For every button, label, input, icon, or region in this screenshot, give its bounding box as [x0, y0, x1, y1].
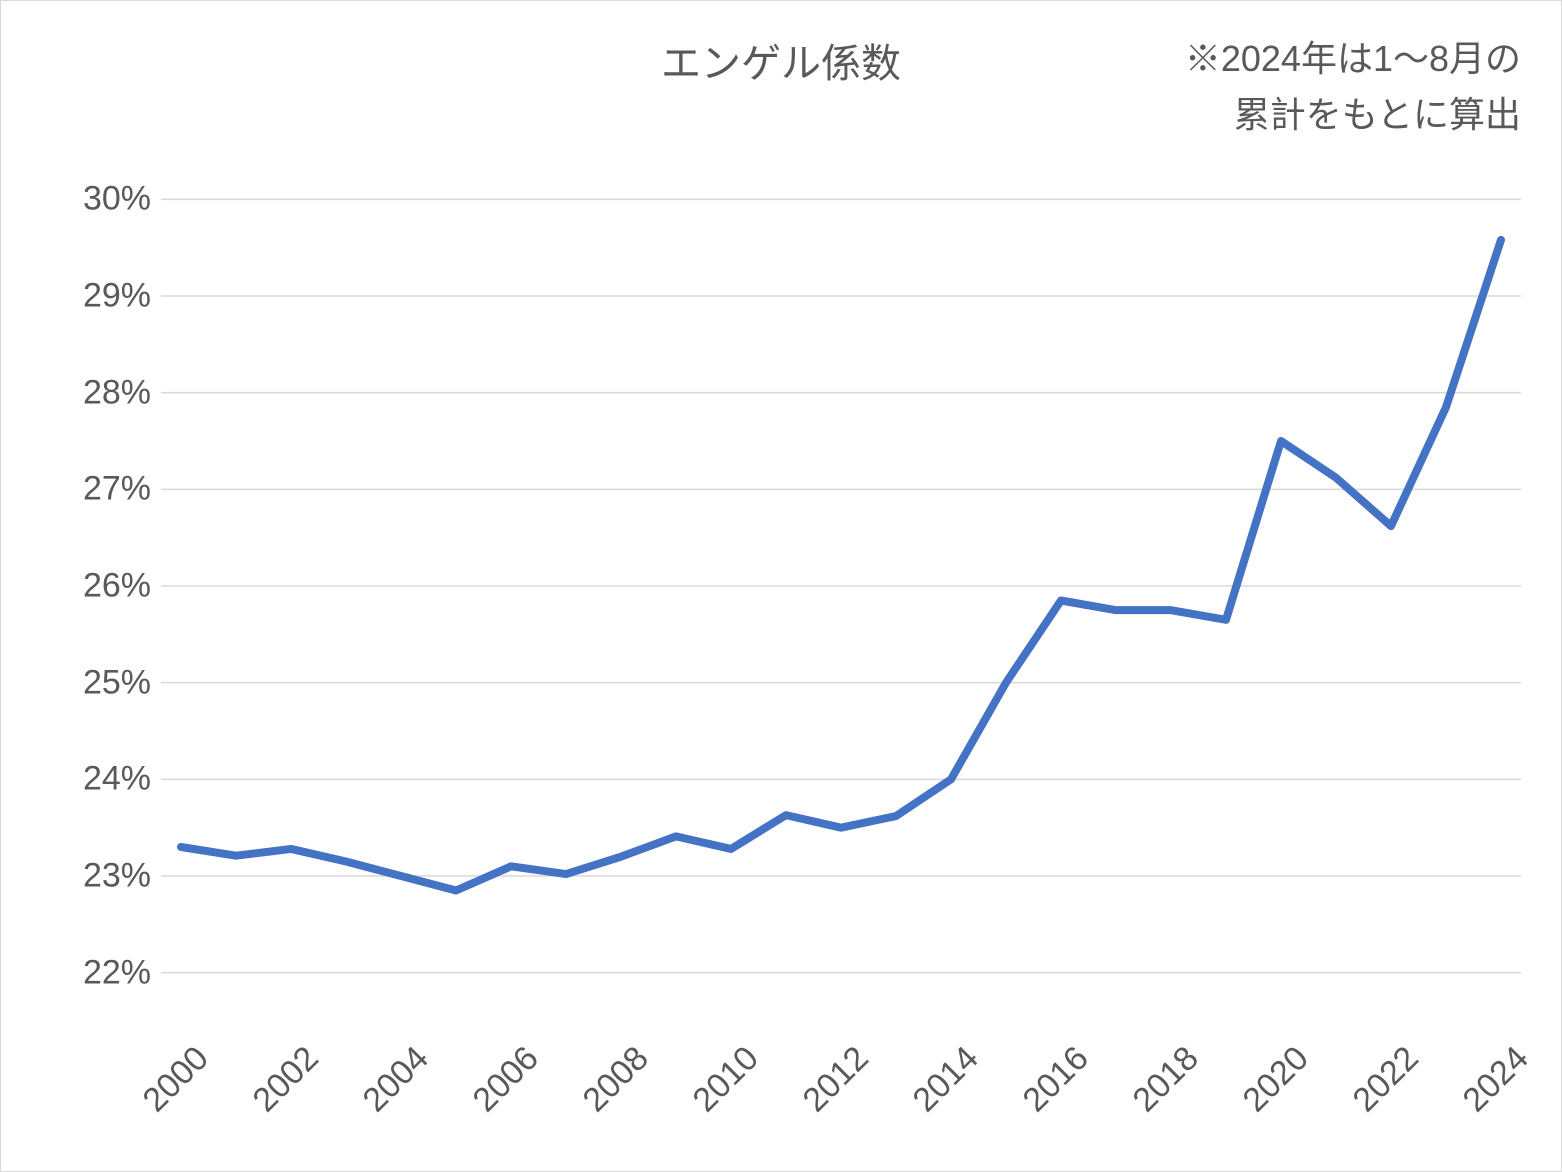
plot-area: 22%23%24%25%26%27%28%29%30%2000200220042… — [161, 151, 1521, 1021]
x-tick-label: 2006 — [448, 1039, 546, 1137]
x-tick-label: 2024 — [1438, 1039, 1536, 1137]
y-tick-label: 25% — [31, 663, 151, 702]
x-tick-label: 2000 — [118, 1039, 216, 1137]
x-tick-label: 2008 — [558, 1039, 656, 1137]
x-tick-label: 2004 — [338, 1039, 436, 1137]
y-tick-label: 30% — [31, 180, 151, 219]
chart-svg — [161, 151, 1521, 1021]
y-tick-label: 23% — [31, 857, 151, 896]
chart-note-line2: 累計をもとに算出 — [1234, 94, 1521, 135]
chart-container: エンゲル係数 ※2024年は1～8月の 累計をもとに算出 22%23%24%25… — [0, 0, 1562, 1172]
y-tick-label: 22% — [31, 953, 151, 992]
x-tick-label: 2014 — [888, 1039, 986, 1137]
x-tick-label: 2016 — [998, 1039, 1096, 1137]
y-tick-label: 29% — [31, 277, 151, 316]
chart-note: ※2024年は1～8月の 累計をもとに算出 — [1185, 31, 1521, 143]
x-tick-label: 2022 — [1328, 1039, 1426, 1137]
x-tick-label: 2012 — [778, 1039, 876, 1137]
x-tick-label: 2020 — [1218, 1039, 1316, 1137]
x-tick-label: 2018 — [1108, 1039, 1206, 1137]
chart-note-line1: ※2024年は1～8月の — [1185, 38, 1521, 79]
x-tick-label: 2010 — [668, 1039, 766, 1137]
y-tick-label: 24% — [31, 760, 151, 799]
y-tick-label: 26% — [31, 567, 151, 606]
data-line — [181, 240, 1501, 891]
y-tick-label: 28% — [31, 373, 151, 412]
x-tick-label: 2002 — [228, 1039, 326, 1137]
y-tick-label: 27% — [31, 470, 151, 509]
